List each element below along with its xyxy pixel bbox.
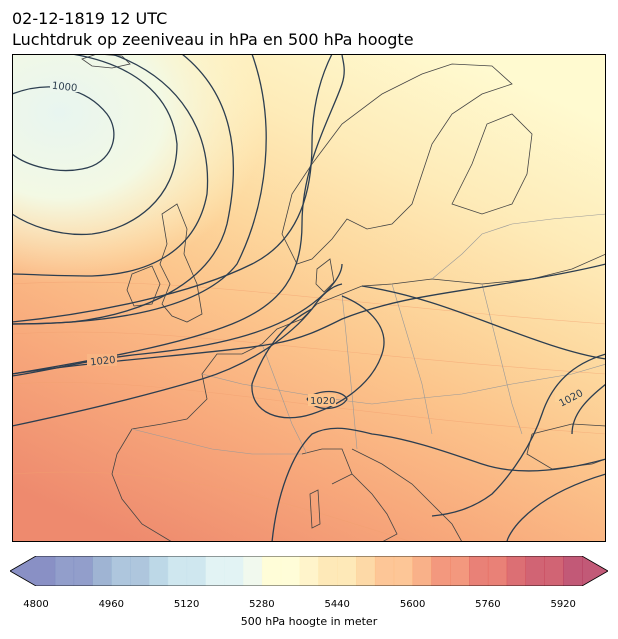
colorbar-cell <box>563 556 583 586</box>
weather-map: 1000 1020 1020 1020 <box>12 54 606 542</box>
isobar-1020-italy <box>271 427 606 542</box>
colorbar-cell <box>431 556 451 586</box>
colorbar-cell <box>374 556 395 586</box>
colorbar-cell <box>167 556 188 586</box>
colorbar-cell <box>73 556 93 586</box>
isobar-1020a <box>12 54 345 375</box>
isobar-1016-se <box>506 473 606 542</box>
colorbar <box>10 556 608 586</box>
isobar-1004 <box>12 54 178 236</box>
colorbar-tick-label: 5760 <box>475 599 501 610</box>
colorbar-cell <box>111 556 131 586</box>
colorbar-tick-label: 4960 <box>98 599 125 610</box>
colorbar-cell <box>393 556 414 586</box>
low-pressure-shading <box>12 54 606 542</box>
isobar-1020-balkan <box>571 383 606 435</box>
isobar-1020-center <box>306 390 348 410</box>
isobar-label-1000: 1000 <box>51 81 77 95</box>
colorbar-cell <box>299 556 319 586</box>
isobar-label-1020-center: 1020 <box>310 396 335 407</box>
isobar-1016-south <box>12 263 606 375</box>
isobar-label-1020-west: 1020 <box>90 355 116 369</box>
map-frame <box>12 54 606 542</box>
colorbar-extend-low <box>10 556 36 586</box>
map-title: Luchtdruk op zeeniveau in hPa en 500 hPa… <box>12 30 414 49</box>
colorbar-cell <box>224 556 244 586</box>
colorbar-cell <box>243 556 263 586</box>
colorbar-cell <box>280 556 301 586</box>
colorbar-tick-label: 5440 <box>324 599 350 610</box>
colorbar-cell <box>544 556 564 586</box>
isobar-1016 <box>12 54 267 325</box>
colorbar-cell <box>261 556 282 586</box>
colorbar-cell <box>92 556 112 586</box>
colorbar-extend-high <box>582 556 608 586</box>
map-datetime: 02-12-1819 12 UTC <box>12 9 168 28</box>
colorbar-cell <box>148 556 169 586</box>
colorbar-cell <box>54 556 75 586</box>
colorbar-cell <box>525 556 545 586</box>
colorbar-cell <box>450 556 470 586</box>
colorbar-cell <box>469 556 489 586</box>
colorbar-tick-label: 5600 <box>399 599 426 610</box>
colorbar-cell <box>356 556 376 586</box>
isobar-1008 <box>12 54 209 277</box>
isobars <box>12 54 606 542</box>
height-contours <box>12 281 606 542</box>
colorbar-cell <box>186 556 206 586</box>
colorbar-cell <box>506 556 527 586</box>
isobar-1020-loop <box>251 295 385 419</box>
colorbar-label: 500 hPa hoogte in meter <box>240 615 378 628</box>
isobar-1016b <box>12 54 333 323</box>
colorbar-cell <box>36 556 56 586</box>
colorbar-tick-label: 4800 <box>23 599 49 610</box>
colorbar-cell <box>487 556 508 586</box>
colorbar-tick-label: 5280 <box>249 599 275 610</box>
colorbar-tick-label: 5120 <box>173 599 200 610</box>
colorbar-cell <box>337 556 357 586</box>
isobar-1020-east <box>361 285 606 360</box>
isobar-1020-se <box>431 353 606 517</box>
colorbar-tick-label: 5920 <box>550 599 576 610</box>
colorbar-cell <box>318 556 338 586</box>
colorbar-cell <box>205 556 225 586</box>
colorbar-cell <box>130 556 150 586</box>
colorbar-cell <box>412 556 432 586</box>
country-borders <box>131 213 606 455</box>
isobar-1020c <box>12 283 343 427</box>
